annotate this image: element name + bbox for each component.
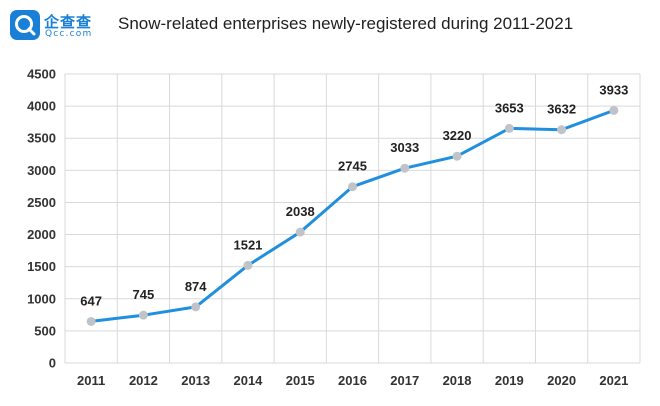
chart-header: 企查查 Qcc.com Snow-related enterprises new… [0, 0, 660, 50]
y-tick-label: 4000 [27, 99, 56, 114]
x-tick-label: 2016 [338, 373, 367, 388]
data-label: 3933 [599, 82, 628, 97]
x-tick-label: 2011 [77, 373, 105, 388]
line-chart: 0 500 1000 1500 2000 2500 3000 3500 4000 4500 2011… [27, 67, 641, 388]
data-label: 745 [133, 287, 155, 302]
x-tick-label: 2015 [286, 373, 315, 388]
y-tick-label: 1500 [27, 259, 56, 274]
y-tick-label: 4500 [27, 67, 56, 82]
brand-logo: 企查查 Qcc.com [10, 10, 110, 42]
data-point [557, 125, 567, 135]
x-tick-label: 2012 [129, 373, 158, 388]
data-label: 3033 [390, 140, 419, 155]
y-tick-label: 3000 [27, 163, 56, 178]
data-point [609, 105, 619, 115]
x-tick-label: 2018 [443, 373, 472, 388]
x-tick-label: 2014 [233, 373, 263, 388]
data-point [138, 310, 148, 320]
data-label: 2038 [286, 204, 315, 219]
data-point [504, 123, 514, 133]
y-tick-label: 3500 [27, 131, 56, 146]
data-label: 2745 [338, 159, 367, 174]
y-tick-label: 2500 [27, 195, 56, 210]
data-point [191, 302, 201, 312]
data-label: 3653 [495, 100, 524, 115]
x-tick-label: 2019 [495, 373, 524, 388]
data-point [452, 151, 462, 161]
data-label: 1521 [233, 237, 262, 252]
data-point [86, 316, 96, 326]
y-tick-label: 0 [49, 356, 56, 371]
x-tick-label: 2013 [181, 373, 210, 388]
data-label: 647 [80, 293, 102, 308]
x-tick-label: 2017 [390, 373, 419, 388]
y-tick-label: 500 [34, 323, 56, 338]
x-tick-label: 2020 [547, 373, 576, 388]
data-point [400, 163, 410, 173]
y-tick-label: 1000 [27, 291, 56, 306]
data-label: 874 [185, 279, 207, 294]
qcc-logo-icon [10, 10, 40, 40]
brand-name-cn: 企查查 [44, 13, 93, 31]
data-label: 3220 [443, 128, 472, 143]
data-point [348, 182, 357, 192]
x-tick-label: 2021 [599, 373, 628, 388]
y-tick-label: 2000 [27, 227, 56, 242]
brand-name-en: Qcc.com [45, 29, 93, 39]
chart-title: Snow-related enterprises newly-registere… [118, 14, 574, 33]
data-point [243, 260, 253, 270]
data-point [295, 227, 305, 237]
data-label: 3632 [547, 102, 576, 117]
